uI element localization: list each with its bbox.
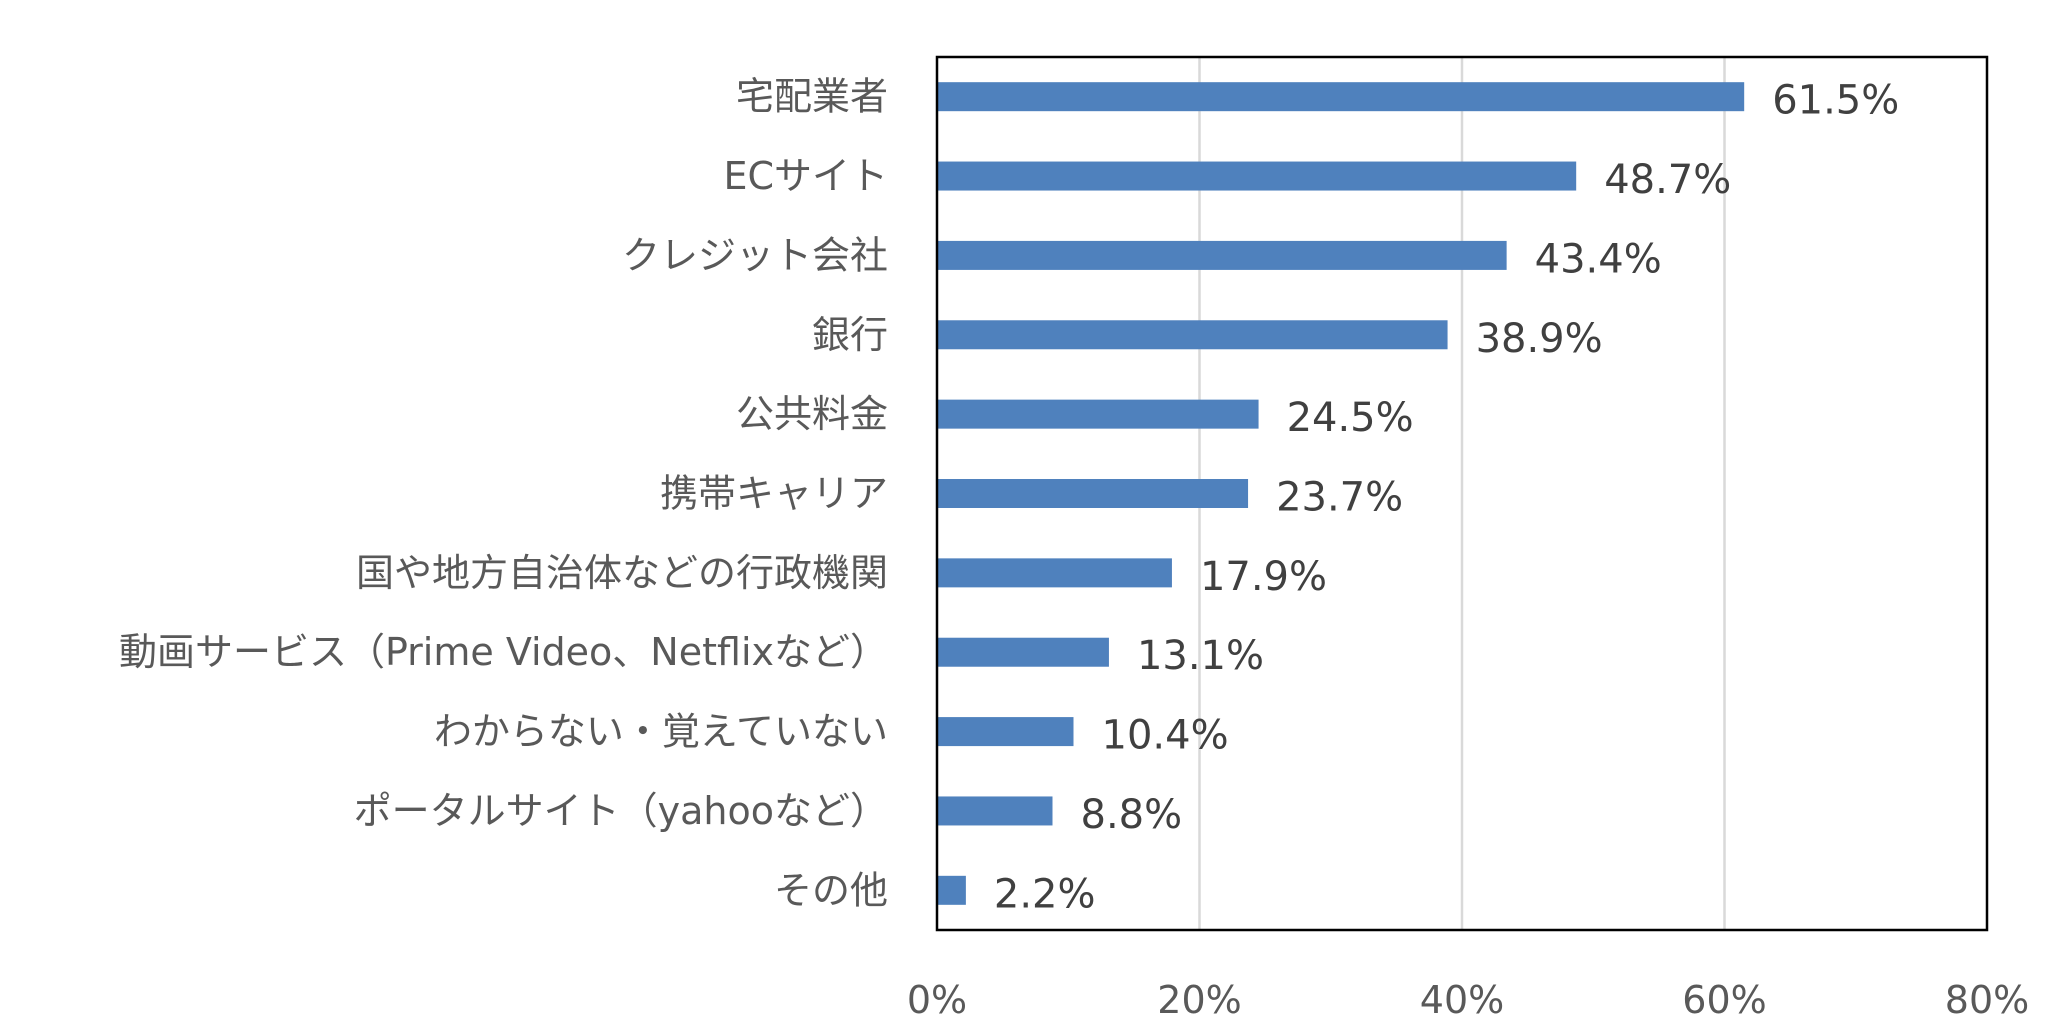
x-axis-tick-labels: 0% 20% 40% 60% 80% bbox=[907, 978, 2029, 1020]
data-label: 10.4% bbox=[1102, 713, 1229, 759]
category-label: ポータルサイト（yahooなど） bbox=[354, 789, 888, 833]
data-label: 17.9% bbox=[1200, 554, 1327, 600]
data-label: 48.7% bbox=[1604, 157, 1731, 203]
category-label: 銀行 bbox=[812, 313, 888, 357]
x-tick-label: 80% bbox=[1945, 978, 2029, 1020]
plot-area-frame bbox=[935, 55, 1989, 932]
data-label: 61.5% bbox=[1772, 78, 1899, 124]
bar bbox=[937, 875, 966, 905]
bar bbox=[937, 320, 1448, 350]
bars bbox=[937, 82, 1745, 905]
data-label: 2.2% bbox=[994, 871, 1096, 917]
category-label: 国や地方自治体などの行政機関 bbox=[356, 551, 888, 595]
category-labels: 宅配業者 ECサイトクレジット会社銀行公共料金携帯キャリア国や地方自治体などの行政… bbox=[119, 75, 888, 913]
data-label: 43.4% bbox=[1535, 236, 1662, 282]
bar bbox=[937, 637, 1109, 667]
data-label: 38.9% bbox=[1476, 316, 1603, 362]
bar bbox=[937, 558, 1172, 588]
category-label: クレジット会社 bbox=[622, 233, 888, 277]
bar bbox=[937, 479, 1249, 508]
category-label: 動画サービス（Prime Video、Netflixなど） bbox=[119, 630, 888, 674]
bar bbox=[937, 240, 1507, 270]
data-label: 24.5% bbox=[1287, 395, 1414, 441]
category-label: 宅配業者 bbox=[736, 75, 888, 119]
x-tick-label: 0% bbox=[907, 978, 967, 1020]
bar bbox=[937, 161, 1577, 191]
bar bbox=[937, 717, 1074, 747]
x-tick-label: 20% bbox=[1157, 978, 1241, 1020]
category-label: その他 bbox=[774, 868, 888, 912]
category-label: 携帯キャリア bbox=[660, 472, 888, 516]
bar bbox=[937, 796, 1053, 826]
data-label: 23.7% bbox=[1276, 475, 1403, 521]
bar bbox=[937, 82, 1745, 112]
category-label: ECサイト bbox=[723, 154, 888, 198]
category-label: わからない・覚えていない bbox=[434, 710, 888, 754]
bar bbox=[937, 399, 1259, 429]
category-label: 公共料金 bbox=[736, 392, 888, 436]
x-tick-label: 60% bbox=[1682, 978, 1766, 1020]
x-tick-label: 40% bbox=[1420, 978, 1504, 1020]
data-label: 13.1% bbox=[1137, 633, 1264, 679]
value-labels: 61.5% 48.7% 43.4% 38.9% 24.5% 23.7% 17.9% 13.1%… bbox=[994, 78, 1899, 918]
data-label: 8.8% bbox=[1081, 792, 1183, 838]
